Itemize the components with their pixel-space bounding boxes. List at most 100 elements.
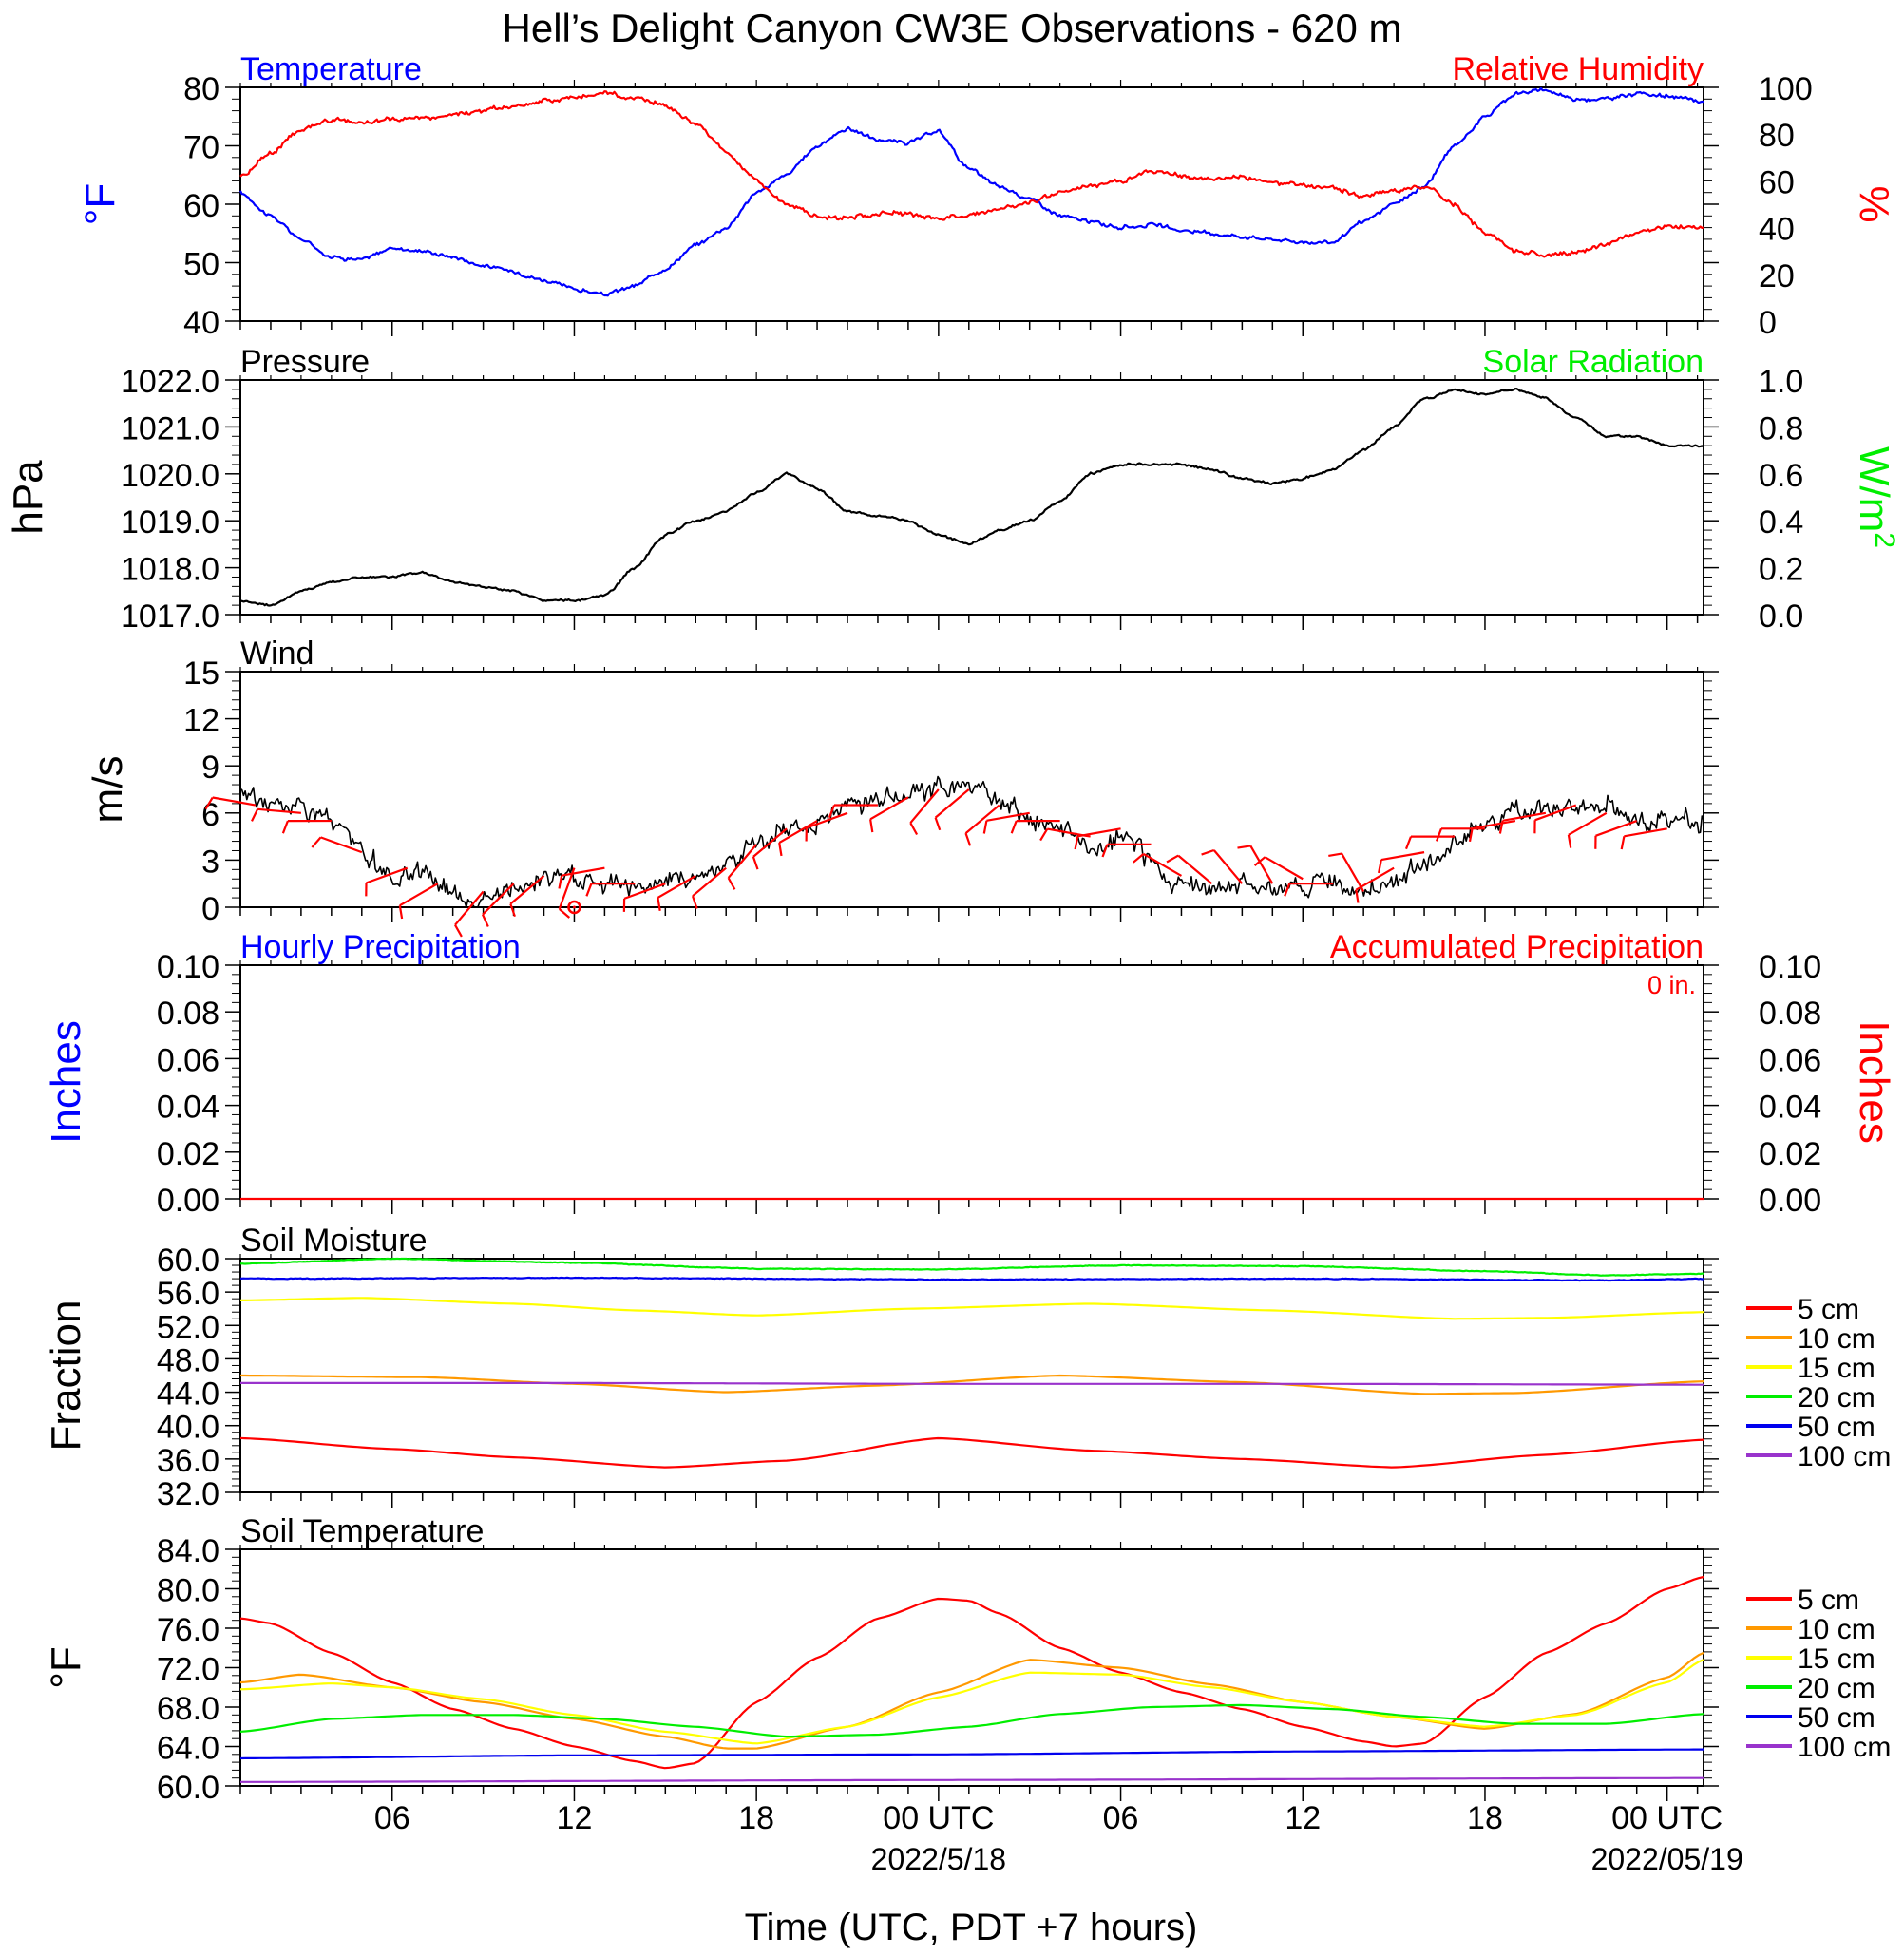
y-right-tick-label: 0.02 bbox=[1759, 1136, 1821, 1172]
plot-frame bbox=[239, 379, 1704, 616]
wind-barb-flag bbox=[1010, 820, 1018, 834]
wind-barb bbox=[1341, 853, 1365, 893]
x-axis: 06 12 18 00 UTC 2022/5/18 06 12 18 00 UTC 2022/05… bbox=[374, 1800, 1743, 1876]
y-tick-label: 68.0 bbox=[157, 1691, 219, 1727]
wind-barb-flag bbox=[657, 897, 661, 911]
wind-barb-flag bbox=[982, 820, 988, 834]
series-line-10-cm bbox=[240, 1374, 1704, 1395]
series-line-20-cm bbox=[239, 1703, 1704, 1738]
y-tick-label: 1021.0 bbox=[121, 410, 219, 446]
wind-barb bbox=[934, 788, 970, 819]
wind-barb-flag bbox=[281, 820, 289, 834]
wind-barb bbox=[964, 804, 1000, 834]
wind-barb bbox=[1212, 849, 1244, 884]
wind-barb bbox=[623, 883, 666, 900]
y-right-tick-label: 40 bbox=[1759, 212, 1795, 248]
wind-barb-flag bbox=[909, 822, 919, 836]
y-tick-label: 60.0 bbox=[157, 1770, 219, 1806]
legend-label: 50 cm bbox=[1798, 1702, 1875, 1734]
wind-barb-flag bbox=[1237, 845, 1251, 849]
y-axis-unit-left: Fraction bbox=[43, 1300, 89, 1452]
panel-soil_temp: 60.064.0 68.072.0 76.080.0 84.0 Soil Tempera… bbox=[43, 1513, 1891, 1806]
wind-barb-flag bbox=[1101, 844, 1109, 858]
calm-wind-marker bbox=[567, 900, 581, 915]
panel-pressure: 1017.0 1018.0 1019.0 1020.0 1021.0 1022.0 0.0 0… bbox=[5, 344, 1901, 635]
y-tick-label: 84.0 bbox=[157, 1533, 219, 1569]
wind-barb-flag bbox=[1253, 856, 1266, 866]
wind-barb-flag bbox=[1284, 883, 1291, 897]
plot-frame bbox=[239, 671, 1704, 908]
wind-barb bbox=[257, 807, 301, 814]
y-tick-label: 32.0 bbox=[157, 1476, 219, 1512]
wind-barb bbox=[399, 883, 439, 907]
legend-label: 10 cm bbox=[1798, 1323, 1875, 1355]
y-tick-label: 0.02 bbox=[157, 1136, 219, 1172]
x-tick-label: 18 bbox=[1467, 1800, 1503, 1836]
unit-superscript: 2 bbox=[1870, 532, 1901, 548]
y-axis-unit-left: °F bbox=[77, 183, 124, 225]
y-right-tick-label: 100 bbox=[1759, 71, 1813, 107]
legend-label: 15 cm bbox=[1798, 1643, 1875, 1675]
wind-barb-flag bbox=[691, 895, 698, 909]
y-right-tick-label: 20 bbox=[1759, 258, 1795, 294]
y-right-tick-label: 60 bbox=[1759, 164, 1795, 200]
y-tick-label: 0.10 bbox=[157, 949, 219, 985]
y-tick-label: 0.00 bbox=[157, 1183, 219, 1219]
y-right-tick-label: 0.08 bbox=[1759, 996, 1821, 1032]
series-line-temperature bbox=[239, 86, 1704, 297]
series-line-pressure bbox=[239, 388, 1704, 607]
panel-precip: 0.00 0.02 0.04 0.06 0.08 0.10 0.00 0.02 0.04 0.06… bbox=[43, 929, 1897, 1219]
y-right-tick-label: 80 bbox=[1759, 118, 1795, 154]
wind-barb-flag bbox=[398, 905, 404, 920]
wind-barb bbox=[692, 866, 727, 898]
y-tick-label: 1017.0 bbox=[121, 598, 219, 635]
y-tick-label: 56.0 bbox=[157, 1276, 219, 1312]
legend-label: 5 cm bbox=[1798, 1585, 1859, 1616]
x-tick-label: 06 bbox=[1103, 1800, 1139, 1836]
y-tick-label: 60 bbox=[183, 188, 219, 224]
panel-right-title: Solar Radiation bbox=[1483, 344, 1704, 380]
y-tick-label: 70 bbox=[183, 130, 219, 166]
wind-barb bbox=[320, 836, 363, 854]
x-axis-label: Time (UTC, PDT +7 hours) bbox=[745, 1907, 1198, 1948]
wind-barb-flag bbox=[1435, 827, 1443, 842]
wind-barb bbox=[482, 883, 515, 916]
legend-label: 10 cm bbox=[1798, 1614, 1875, 1645]
y-tick-label: 0 bbox=[201, 891, 219, 927]
y-tick-label: 12 bbox=[183, 703, 219, 739]
y-tick-label: 80 bbox=[183, 71, 219, 107]
series-line-50-cm bbox=[239, 1276, 1704, 1282]
panel-left-title: Soil Temperature bbox=[240, 1513, 484, 1549]
panel-left-title: Soil Moisture bbox=[240, 1223, 428, 1259]
x-tick-date-label: 2022/5/18 bbox=[871, 1842, 1006, 1876]
wind-barb bbox=[752, 827, 788, 858]
series-line-15-cm bbox=[239, 1659, 1704, 1745]
legend-label: 100 cm bbox=[1798, 1441, 1891, 1472]
panel-right-title: Accumulated Precipitation bbox=[1330, 929, 1704, 965]
legend-label: 20 cm bbox=[1798, 1673, 1875, 1704]
wind-barb bbox=[454, 890, 485, 926]
legend-label: 5 cm bbox=[1798, 1294, 1859, 1325]
y-tick-label: 0.06 bbox=[157, 1042, 219, 1078]
panel-left-title: Hourly Precipitation bbox=[240, 929, 521, 965]
y-axis-unit-right: W/m2 bbox=[1851, 446, 1901, 548]
y-tick-label: 44.0 bbox=[157, 1376, 219, 1413]
y-tick-label: 60.0 bbox=[157, 1243, 219, 1279]
y-tick-label: 36.0 bbox=[157, 1443, 219, 1479]
series-line-100-cm bbox=[240, 1381, 1704, 1386]
y-tick-label: 6 bbox=[201, 797, 219, 833]
legend-label: 15 cm bbox=[1798, 1353, 1875, 1384]
wind-barb-flag bbox=[1468, 827, 1474, 843]
wind-barb-flag bbox=[1166, 854, 1179, 864]
x-tick-label: 12 bbox=[557, 1800, 593, 1836]
y-right-tick-label: 0.2 bbox=[1759, 552, 1803, 588]
wind-barb-flag bbox=[1355, 889, 1360, 903]
y-right-tick-label: 0 bbox=[1759, 305, 1777, 341]
wind-barb-flag bbox=[1133, 853, 1145, 864]
panel-left-title: Pressure bbox=[240, 344, 370, 380]
precip-total-annotation: 0 in. bbox=[1647, 971, 1696, 999]
wind-barb bbox=[806, 811, 848, 829]
y-right-tick-label: 0.0 bbox=[1759, 598, 1803, 635]
